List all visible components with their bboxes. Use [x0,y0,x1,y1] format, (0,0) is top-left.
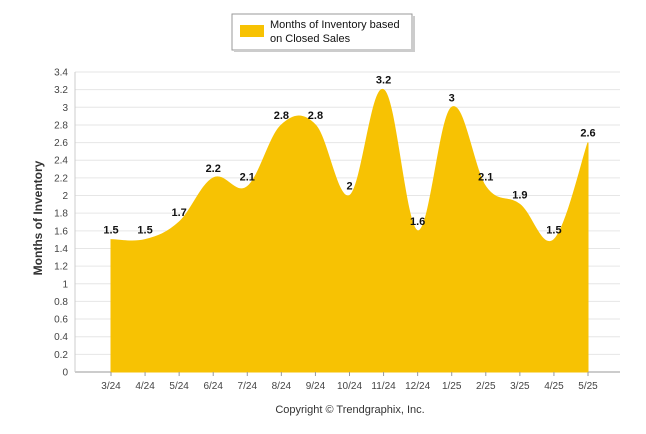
x-tick-label: 5/25 [578,381,598,392]
y-tick-label: 1.6 [54,226,68,237]
data-label: 2.1 [240,172,255,184]
legend-label-line2: on Closed Sales [270,33,351,45]
data-labels: 1.5 1.5 1.7 2.2 2.1 2.8 2.8 2 3.2 1.6 3 2.1 1.9 1.5 2.… [103,75,595,237]
data-label: 2 [346,181,352,193]
y-tick-label: 3.2 [54,85,68,96]
y-tick-label: 3 [62,103,68,114]
x-tick-label: 4/24 [135,381,155,392]
x-tick-label: 6/24 [203,381,223,392]
y-tick-label: 3.4 [54,68,68,79]
data-label: 1.5 [103,225,118,237]
data-label: 1.5 [137,225,152,237]
copyright-text: Copyright © Trendgraphix, Inc. [275,404,424,416]
data-label: 2.2 [206,163,221,175]
y-tick-label: 1 [62,279,68,290]
y-tick-label: 2.2 [54,173,68,184]
area-series [110,89,589,373]
y-tick-label: 1.8 [54,209,68,220]
x-tick-labels: 3/24 4/24 5/24 6/24 7/24 8/24 9/24 10/24 11/24 12… [101,372,598,392]
y-tick-label: 0.8 [54,297,68,308]
y-tick-label: 0.2 [54,350,68,361]
y-tick-label: 1.2 [54,262,68,273]
data-label: 1.9 [512,189,527,201]
y-tick-label: 2.6 [54,138,68,149]
data-label: 3.2 [376,75,391,87]
data-label: 1.6 [410,216,425,228]
x-tick-label: 7/24 [238,381,258,392]
x-tick-label: 8/24 [272,381,292,392]
x-tick-label: 5/24 [169,381,189,392]
x-tick-label: 9/24 [306,381,326,392]
y-tick-label: 0.6 [54,315,68,326]
y-tick-label: 0 [62,368,68,379]
x-tick-label: 10/24 [337,381,362,392]
x-tick-label: 12/24 [405,381,430,392]
x-tick-label: 3/25 [510,381,530,392]
y-tick-label: 2.4 [54,156,68,167]
y-tick-label: 1.4 [54,244,68,255]
x-tick-label: 2/25 [476,381,496,392]
data-label: 3 [449,92,455,104]
x-tick-label: 1/25 [442,381,462,392]
series-area [110,89,589,373]
data-label: 2.8 [274,110,289,122]
legend-swatch [240,25,264,37]
y-tick-label: 2 [62,191,68,202]
y-tick-labels: 0 0.2 0.4 0.6 0.8 1 1.2 1.4 1.6 1.8 2 2.2 2.4 2.6 2.8 3… [54,68,68,379]
y-axis-label: Months of Inventory [31,160,45,275]
y-tick-label: 0.4 [54,332,68,343]
data-label: 2.6 [580,128,595,140]
legend: Months of Inventory based on Closed Sale… [231,13,415,52]
data-label: 1.5 [546,225,561,237]
data-label: 2.8 [308,110,323,122]
legend-label-line1: Months of Inventory based [270,19,400,31]
x-tick-label: 11/24 [371,381,396,392]
x-tick-label: 4/25 [544,381,564,392]
y-tick-label: 2.8 [54,120,68,131]
data-label: 2.1 [478,172,493,184]
data-label: 1.7 [171,207,186,219]
x-tick-label: 3/24 [101,381,121,392]
